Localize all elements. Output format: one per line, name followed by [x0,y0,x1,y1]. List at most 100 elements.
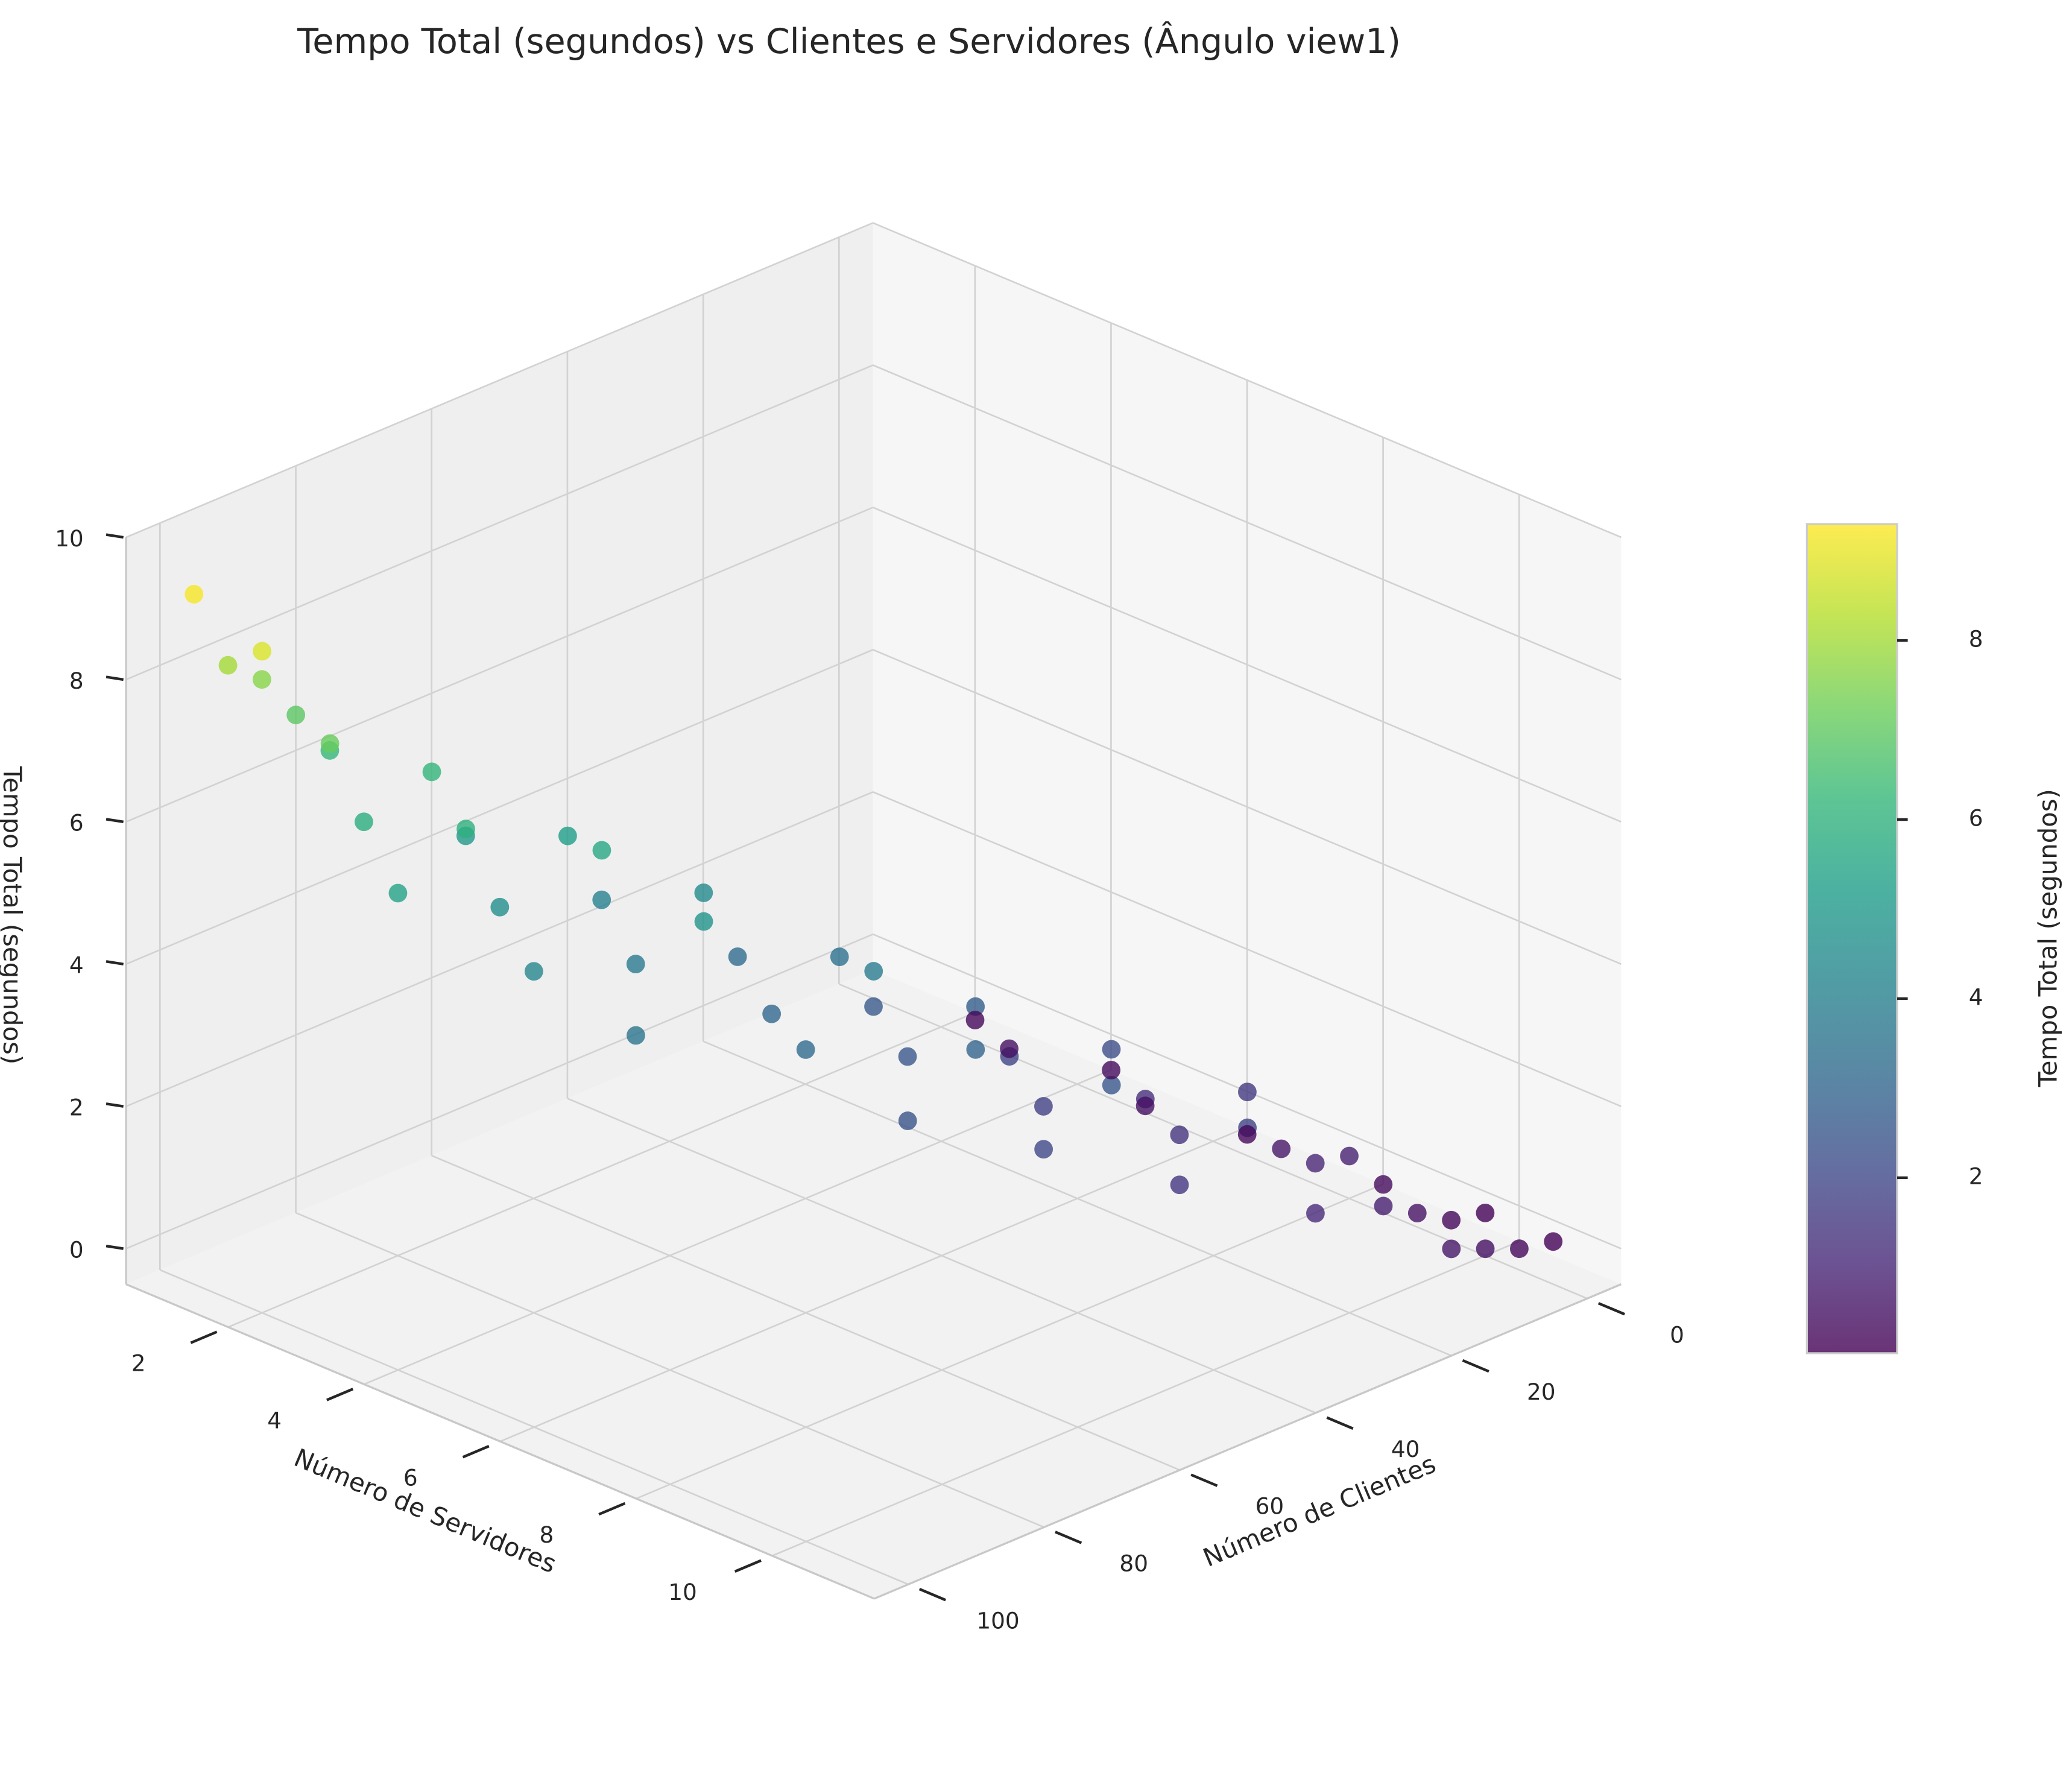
x-tick [1190,1473,1218,1487]
x-tick-label: 0 [1670,1321,1684,1348]
point [1272,1139,1291,1158]
point [1340,1146,1359,1166]
grid-line [873,364,1622,681]
point [286,706,306,724]
x-tick-label: 40 [1391,1436,1420,1462]
x-tick-label: 60 [1256,1493,1284,1520]
point [1034,1097,1053,1116]
point [966,1040,985,1059]
point [1476,1203,1495,1222]
y-tick-label: 8 [540,1521,554,1548]
axis-line [125,1283,875,1600]
point [864,997,883,1016]
point [1306,1204,1325,1223]
point [1442,1239,1461,1259]
y-tick [598,1502,626,1516]
grid-line [125,222,874,539]
point [1238,1082,1257,1102]
z-tick [106,675,124,681]
point [355,812,373,832]
point [1170,1125,1189,1145]
point [1306,1154,1325,1173]
z-tick [106,818,124,824]
colorbar-tick-label: 4 [1969,984,1983,1010]
grid-line [125,507,874,823]
point [253,642,271,661]
point [1374,1175,1393,1194]
z-tick [106,1245,124,1250]
z-tick-label: 4 [69,952,84,979]
y-tick [190,1330,218,1344]
x-axis-label: Número de Clientes [1199,1449,1440,1573]
point [185,584,204,604]
point [1034,1140,1053,1159]
y-tick-label: 4 [267,1408,282,1434]
grid-line [873,507,1622,823]
point [1000,1039,1019,1058]
point [490,897,510,917]
point [1237,1125,1257,1144]
z-tick [106,1102,124,1108]
grid-line [125,364,874,681]
point [252,670,271,689]
point [592,841,611,860]
point [1544,1232,1563,1251]
point [320,734,340,753]
z-tick-label: 8 [69,668,84,694]
grid-line [125,649,874,965]
point [1135,1096,1155,1116]
point [388,883,408,903]
grid-line [125,791,874,1107]
x-tick [1597,1302,1625,1316]
x-tick [1462,1359,1489,1373]
point [1102,1040,1121,1059]
point [864,962,883,981]
axis-line [874,1283,1622,1600]
colorbar-label: Tempo Total (segundos) [2033,789,2062,1087]
point [830,947,849,967]
y-tick-label: 2 [131,1350,146,1377]
z-tick-label: 2 [69,1095,84,1121]
y-tick [326,1388,354,1401]
y-tick-label: 10 [668,1579,697,1605]
point [1476,1239,1495,1259]
point [218,656,238,675]
grid-line [873,222,1622,539]
z-tick [106,960,124,965]
point [422,762,441,782]
grid-line [772,1240,1520,1557]
x-tick [1326,1416,1354,1430]
point [1442,1210,1461,1230]
colorbar [1805,523,1898,1354]
point [1170,1175,1189,1195]
y-tick [734,1559,762,1573]
grid-line [636,1183,1384,1500]
z-tick [106,533,124,539]
point [1374,1196,1393,1216]
point [694,883,713,902]
left-pane [126,223,873,1284]
x-tick [1055,1531,1082,1544]
point [592,890,611,909]
point [558,826,577,845]
x-tick-label: 80 [1119,1550,1148,1577]
point [694,912,713,931]
point [456,820,475,839]
z-tick-label: 0 [69,1236,84,1263]
point [965,1011,985,1029]
point [898,1047,917,1066]
y-tick [462,1445,490,1459]
grid-line [873,649,1622,965]
x-tick [918,1588,947,1602]
point [898,1111,917,1130]
point [966,997,985,1016]
grid-line [499,1126,1248,1442]
point [1407,1204,1427,1223]
point [796,1040,815,1059]
z-tick-label: 10 [55,525,84,552]
x-tick-label: 20 [1527,1379,1556,1405]
grid-line [227,1012,976,1328]
point [1510,1239,1529,1259]
grid-line [125,933,874,1250]
